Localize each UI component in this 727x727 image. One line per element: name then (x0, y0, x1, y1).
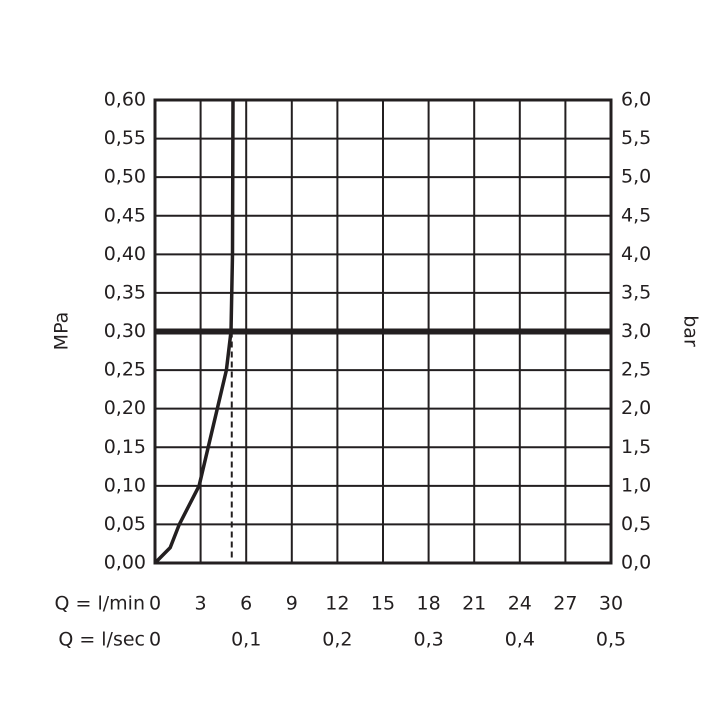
y-tick-label: 0,45 (104, 204, 146, 226)
x2-tick-label: 0,5 (596, 629, 626, 651)
y-tick-label: 0,15 (104, 436, 146, 458)
x-tick-label: 24 (508, 593, 532, 615)
y2-tick-label: 5,0 (621, 166, 651, 188)
y-tick-label: 0,50 (104, 166, 146, 188)
y-tick-label: 0,00 (104, 552, 146, 574)
y2-tick-label: 2,5 (621, 359, 651, 381)
x2-tick-label: 0,2 (322, 629, 352, 651)
y-tick-label: 0,60 (104, 89, 146, 111)
y2-tick-label: 3,5 (621, 281, 651, 303)
x2-tick-label: 0,4 (505, 629, 535, 651)
y-tick-label: 0,20 (104, 397, 146, 419)
x-tick-label: 30 (599, 593, 623, 615)
y-tick-label: 0,55 (104, 127, 146, 149)
x-tick-label: 12 (325, 593, 349, 615)
flow-curve (153, 99, 235, 565)
y2-tick-label: 0,5 (621, 513, 651, 535)
x-tick-label: 27 (553, 593, 577, 615)
x2-tick-label: 0 (149, 629, 161, 651)
y-tick-label: 0,30 (104, 320, 146, 342)
y2-tick-label: 4,5 (621, 204, 651, 226)
y2-tick-label: 5,5 (621, 127, 651, 149)
x-tick-label: 3 (195, 593, 207, 615)
x-tick-label: 18 (417, 593, 441, 615)
y2-axis-label: bar (680, 315, 702, 347)
x-tick-label: 0 (149, 593, 161, 615)
y2-tick-label: 0,0 (621, 552, 651, 574)
y2-tick-label: 3,0 (621, 320, 651, 342)
y2-tick-label: 1,0 (621, 474, 651, 496)
x-tick-label: 6 (240, 593, 252, 615)
y-tick-label: 0,40 (104, 243, 146, 265)
x2-tick-label: 0,1 (231, 629, 261, 651)
x-axis-label: Q = l/min (55, 593, 145, 615)
x2-tick-label: 0,3 (413, 629, 443, 651)
y-tick-label: 0,10 (104, 474, 146, 496)
x2-axis-label: Q = l/sec (58, 629, 145, 651)
x-tick-label: 15 (371, 593, 395, 615)
y-tick-label: 0,05 (104, 513, 146, 535)
y-axis-label: MPa (51, 312, 73, 351)
y-tick-label: 0,35 (104, 281, 146, 303)
y2-tick-label: 4,0 (621, 243, 651, 265)
y2-tick-label: 2,0 (621, 397, 651, 419)
x-tick-label: 21 (462, 593, 486, 615)
x-tick-label: 9 (286, 593, 298, 615)
y-tick-label: 0,25 (104, 359, 146, 381)
y2-tick-label: 6,0 (621, 89, 651, 111)
y2-tick-label: 1,5 (621, 436, 651, 458)
